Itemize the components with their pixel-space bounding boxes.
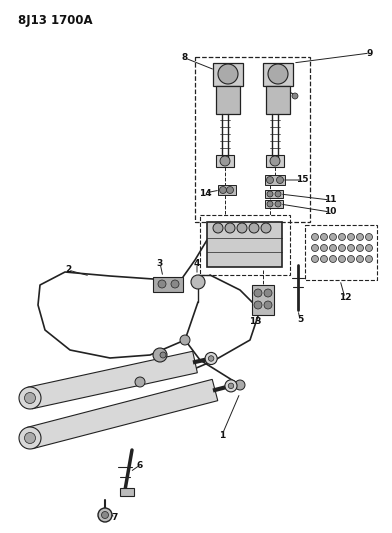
Bar — [216, 86, 240, 114]
Text: 7: 7 — [112, 513, 118, 522]
Circle shape — [356, 245, 363, 252]
Text: 14: 14 — [199, 189, 211, 198]
Bar — [263, 63, 293, 86]
Circle shape — [24, 432, 36, 443]
Circle shape — [267, 176, 274, 183]
Circle shape — [330, 233, 336, 240]
Circle shape — [220, 187, 227, 193]
Circle shape — [347, 245, 354, 252]
Circle shape — [312, 245, 318, 252]
Text: 9: 9 — [367, 49, 373, 58]
Circle shape — [267, 191, 273, 197]
Circle shape — [153, 348, 167, 362]
Circle shape — [267, 201, 273, 207]
Text: 5: 5 — [297, 316, 303, 325]
Text: 10: 10 — [324, 207, 336, 216]
Bar — [207, 222, 282, 267]
Circle shape — [321, 245, 327, 252]
Circle shape — [365, 255, 372, 262]
Text: 3: 3 — [157, 259, 163, 268]
Circle shape — [312, 255, 318, 262]
Bar — [218, 185, 236, 195]
Circle shape — [261, 223, 271, 233]
Circle shape — [225, 223, 235, 233]
Text: 8J13 1700A: 8J13 1700A — [18, 14, 93, 27]
Circle shape — [365, 245, 372, 252]
Circle shape — [24, 392, 36, 403]
Text: 4: 4 — [194, 259, 200, 268]
Bar — [200, 215, 290, 275]
Circle shape — [158, 280, 166, 288]
Circle shape — [356, 233, 363, 240]
Circle shape — [237, 223, 247, 233]
Bar — [265, 175, 285, 185]
Bar — [305, 225, 377, 280]
Text: 12: 12 — [339, 294, 351, 303]
Circle shape — [268, 64, 288, 84]
Bar — [120, 488, 134, 496]
Text: 1: 1 — [219, 431, 225, 440]
Circle shape — [205, 352, 217, 365]
Circle shape — [276, 176, 283, 183]
Text: 2: 2 — [65, 265, 71, 274]
Circle shape — [254, 289, 262, 297]
Polygon shape — [28, 351, 197, 409]
Bar — [195, 57, 310, 222]
Circle shape — [275, 201, 281, 207]
Bar — [266, 155, 284, 167]
Circle shape — [220, 156, 230, 166]
Text: 11: 11 — [324, 196, 336, 205]
Text: 13: 13 — [249, 318, 261, 327]
Circle shape — [365, 233, 372, 240]
Circle shape — [264, 301, 272, 309]
Circle shape — [254, 301, 262, 309]
Circle shape — [225, 380, 237, 392]
Circle shape — [356, 255, 363, 262]
Circle shape — [292, 93, 298, 99]
Circle shape — [321, 233, 327, 240]
Circle shape — [180, 335, 190, 345]
Circle shape — [249, 223, 259, 233]
Circle shape — [347, 255, 354, 262]
Circle shape — [213, 223, 223, 233]
Bar — [153, 277, 183, 292]
Circle shape — [235, 380, 245, 390]
Circle shape — [339, 255, 345, 262]
Bar — [266, 86, 290, 114]
Circle shape — [102, 512, 109, 519]
Circle shape — [339, 233, 345, 240]
Circle shape — [264, 289, 272, 297]
Polygon shape — [27, 379, 218, 449]
Circle shape — [218, 64, 238, 84]
Bar — [265, 200, 283, 208]
Circle shape — [227, 187, 234, 193]
Circle shape — [191, 275, 205, 289]
Bar — [252, 285, 274, 315]
Circle shape — [160, 352, 166, 358]
Circle shape — [275, 191, 281, 197]
Circle shape — [321, 255, 327, 262]
Circle shape — [270, 156, 280, 166]
Circle shape — [209, 356, 214, 361]
Text: 15: 15 — [296, 175, 308, 184]
Bar — [216, 155, 234, 167]
Circle shape — [135, 377, 145, 387]
Circle shape — [19, 427, 41, 449]
Text: 8: 8 — [182, 53, 188, 62]
Circle shape — [312, 233, 318, 240]
Circle shape — [339, 245, 345, 252]
Circle shape — [98, 508, 112, 522]
Circle shape — [19, 387, 41, 409]
Text: 6: 6 — [137, 461, 143, 470]
Circle shape — [330, 245, 336, 252]
Circle shape — [171, 280, 179, 288]
Circle shape — [347, 233, 354, 240]
Bar — [213, 63, 243, 86]
Circle shape — [330, 255, 336, 262]
Bar — [265, 190, 283, 198]
Circle shape — [228, 383, 234, 389]
